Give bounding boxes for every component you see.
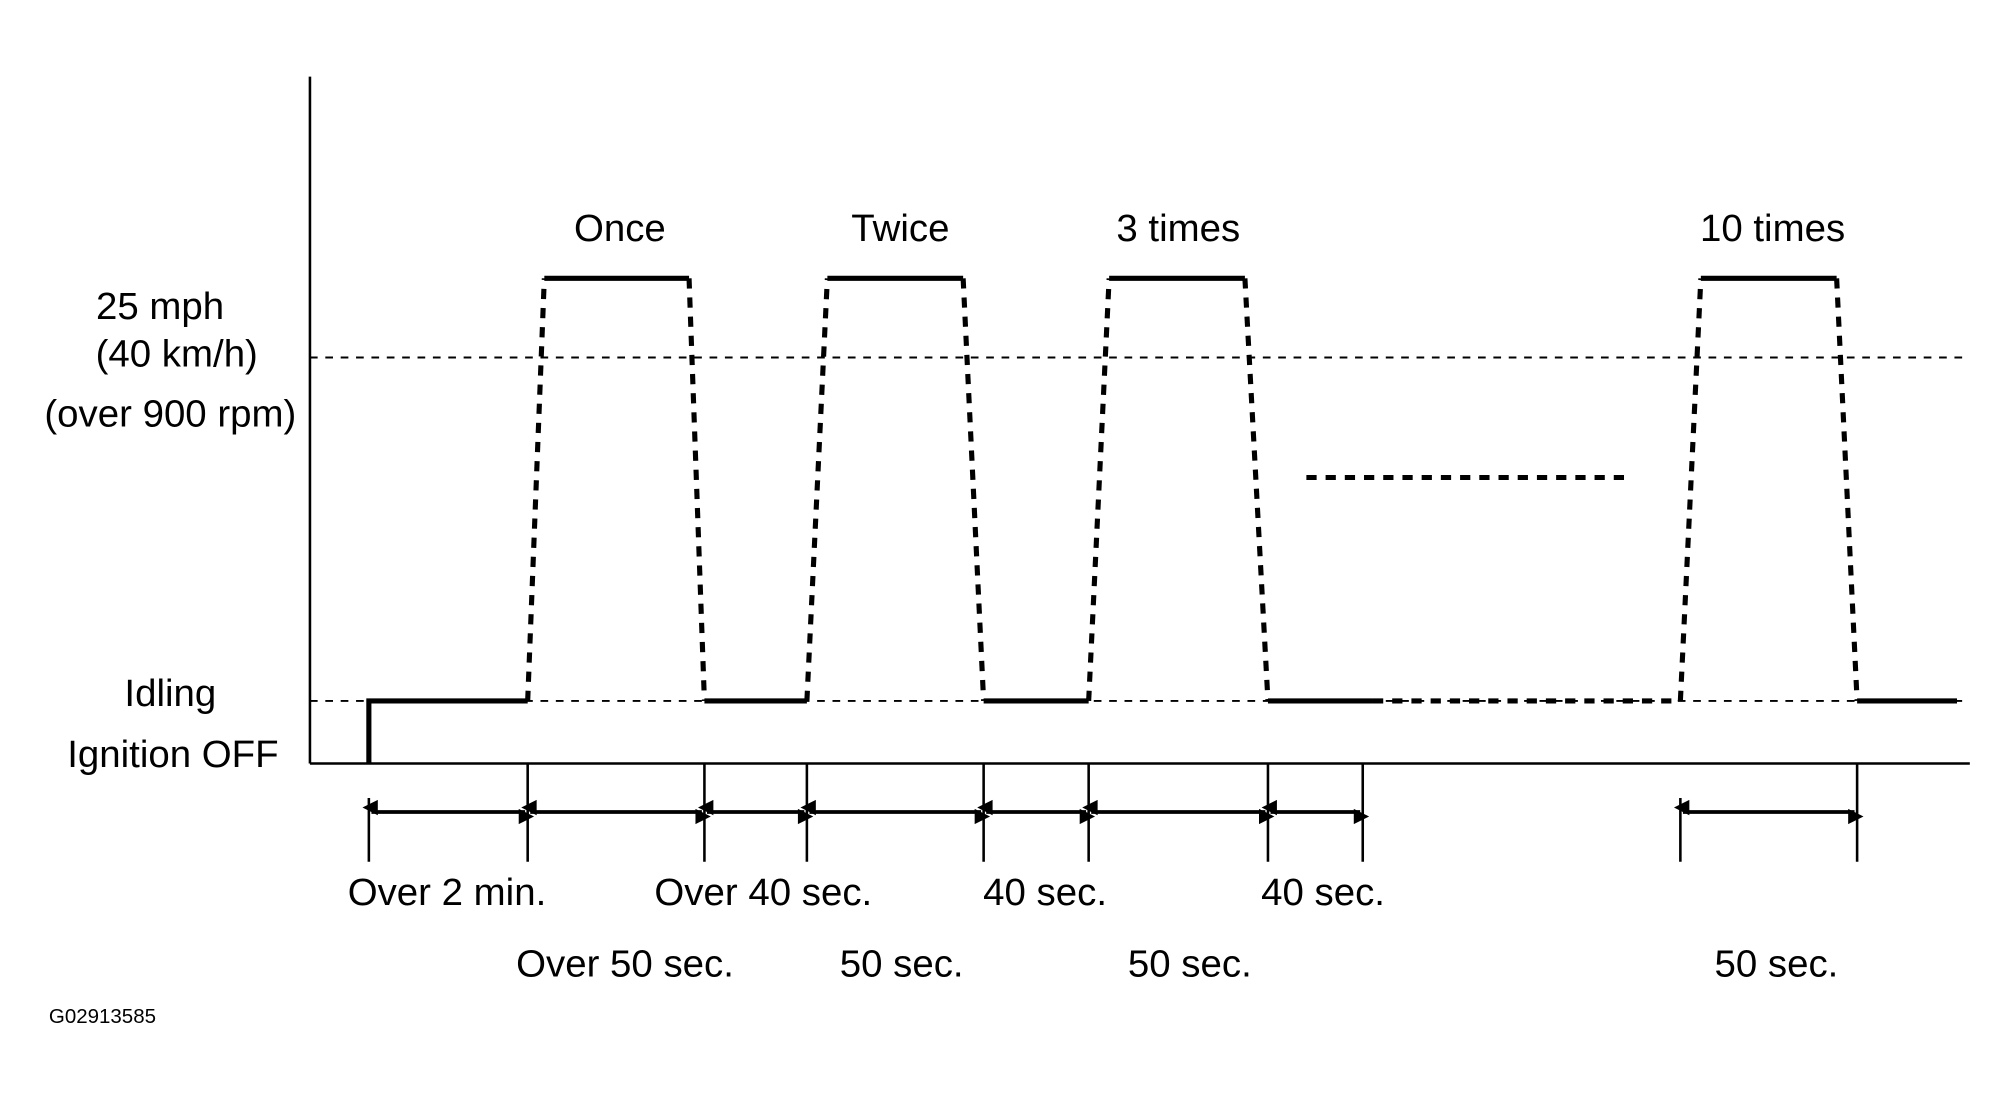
y-label: Ignition OFF <box>67 733 278 776</box>
duration-label: Over 50 sec. <box>516 943 734 986</box>
interval-markers <box>362 763 1864 862</box>
y-label: Idling <box>124 672 216 715</box>
cycle-label: Twice <box>851 207 949 250</box>
duration-label: Over 40 sec. <box>654 871 872 914</box>
cycle-label: 3 times <box>1116 207 1240 250</box>
duration-label: 40 sec. <box>1261 871 1385 914</box>
y-label: 25 mph <box>96 285 224 328</box>
axes <box>308 76 1970 765</box>
duration-label: 50 sec. <box>1714 943 1838 986</box>
duration-label: 50 sec. <box>840 943 964 986</box>
duration-label: 50 sec. <box>1128 943 1252 986</box>
figure-id: G02913585 <box>49 1005 156 1028</box>
duration-label: 40 sec. <box>983 871 1107 914</box>
duration-label: Over 2 min. <box>348 871 547 914</box>
signal <box>366 275 1958 764</box>
cycle-label: 10 times <box>1700 207 1845 250</box>
cycle-label: Once <box>574 207 666 250</box>
y-label: (over 900 rpm) <box>44 392 296 435</box>
y-label: (40 km/h) <box>96 332 258 375</box>
